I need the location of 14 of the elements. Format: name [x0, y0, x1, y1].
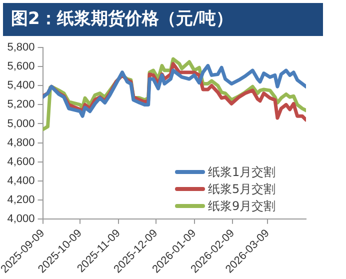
y-tick-label: 4,000 — [7, 212, 35, 225]
y-tick-label: 5,000 — [7, 118, 35, 130]
y-tick-label: 4,800 — [7, 136, 35, 149]
legend-label: 纸浆1月交割 — [208, 164, 276, 181]
y-tick-label: 5,800 — [7, 42, 35, 54]
y-tick-label: 4,200 — [7, 194, 35, 206]
y-tick-label: 5,600 — [7, 60, 35, 73]
chart-title: 图2：纸浆期货价格（元/吨） — [3, 3, 323, 36]
y-tick-label: 5,400 — [7, 80, 35, 92]
y-tick-label: 4,600 — [7, 156, 35, 168]
y-tick-label: 5,200 — [7, 98, 35, 111]
legend-label: 纸浆5月交割 — [208, 180, 276, 198]
y-tick-label: 4,400 — [7, 174, 35, 187]
legend-label: 纸浆9月交割 — [208, 198, 276, 215]
